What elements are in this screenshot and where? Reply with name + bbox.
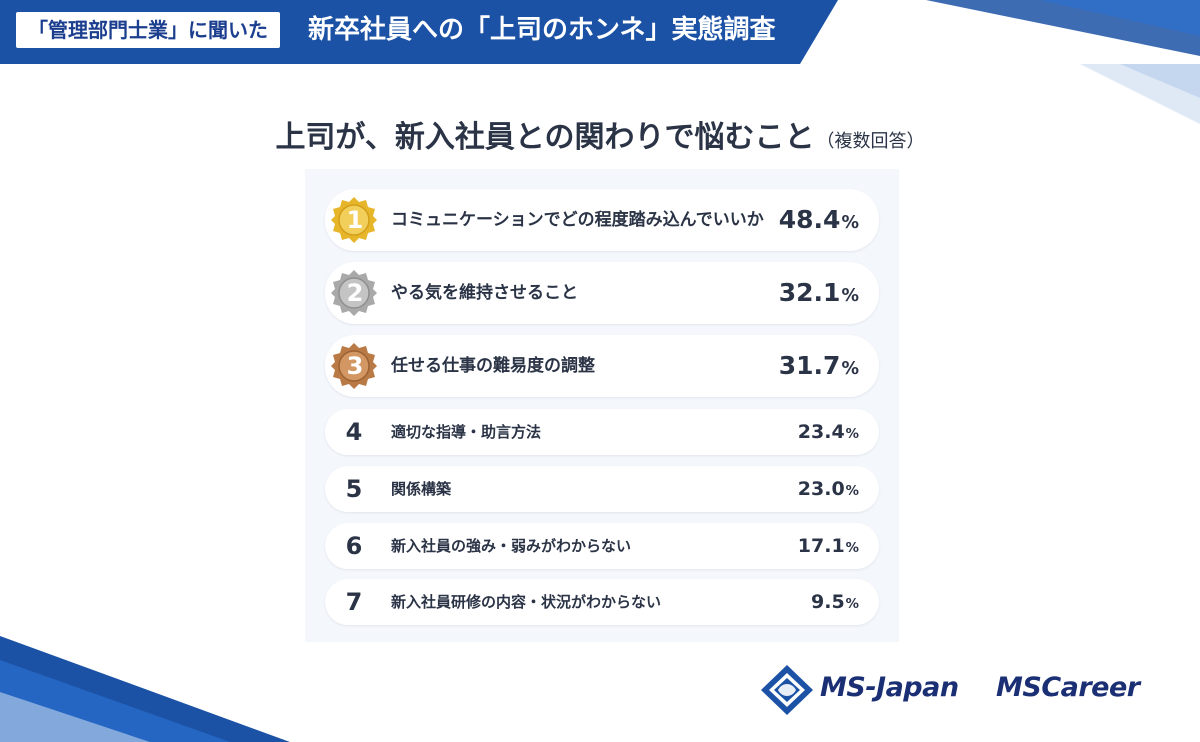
item-value: 32.1% <box>779 262 859 324</box>
item-label: 任せる仕事の難易度の調整 <box>391 356 595 376</box>
header-tag: 「管理部門士業」に聞いた <box>16 12 280 48</box>
value-number: 9.5 <box>811 591 845 613</box>
value-unit: % <box>845 484 859 499</box>
item-value: 23.0% <box>798 466 859 512</box>
value-number: 31.7 <box>778 351 841 380</box>
item-value: 23.4% <box>798 409 859 455</box>
ranking-row-4: 4 適切な指導・助言方法 23.4% <box>325 409 879 455</box>
rank-number: 6 <box>345 532 363 560</box>
rank-number: 3 <box>346 352 364 380</box>
item-label: やる気を維持させること <box>391 283 578 303</box>
value-number: 48.4 <box>778 205 841 234</box>
gold-medal-icon <box>331 197 377 243</box>
item-value: 48.4% <box>779 189 859 251</box>
item-label: 新入社員の強み・弱みがわからない <box>391 537 632 555</box>
value-number: 23.0 <box>797 478 845 500</box>
value-number: 32.1 <box>778 278 841 307</box>
ms-japan-logo: MS-Japan <box>760 664 980 716</box>
ranking-row-3: 3 任せる仕事の難易度の調整 31.7% <box>325 335 879 397</box>
rank-number: 5 <box>345 475 363 503</box>
bottom-left-decoration <box>0 636 290 742</box>
top-right-decoration <box>1080 64 1200 124</box>
item-label: 新入社員研修の内容・状況がわからない <box>391 593 662 611</box>
ms-japan-wordmark: MS-Japan <box>820 672 959 703</box>
ms-career-logo: MSCareer <box>996 672 1140 703</box>
value-unit: % <box>841 213 859 233</box>
ranking-row-5: 5 関係構築 23.0% <box>325 466 879 512</box>
ranking-row-6: 6 新入社員の強み・弱みがわからない 17.1% <box>325 523 879 569</box>
value-unit: % <box>845 597 859 612</box>
item-value: 17.1% <box>798 523 859 569</box>
item-value: 31.7% <box>779 335 859 397</box>
title-main: 上司が、新入社員との関わりで悩むこと <box>275 120 815 155</box>
value-unit: % <box>841 286 859 306</box>
title-note: （複数回答） <box>816 131 925 152</box>
ms-japan-diamond-icon <box>761 665 813 715</box>
item-label: コミュニケーションでどの程度踏み込んでいいか <box>391 210 764 230</box>
rank-number: 2 <box>346 279 364 307</box>
ranking-panel: 1 コミュニケーションでどの程度踏み込んでいいか 48.4% 2 やる気を維持さ… <box>305 169 899 642</box>
rank-number: 7 <box>345 588 363 616</box>
header-title: 新卒社員への「上司のホンネ」実態調査 <box>308 15 776 45</box>
value-unit: % <box>845 427 859 442</box>
rank-number: 1 <box>346 206 364 234</box>
rank-number: 4 <box>345 418 363 446</box>
page-title: 上司が、新入社員との関わりで悩むこと （複数回答） <box>0 112 1200 156</box>
value-number: 23.4 <box>797 421 845 443</box>
ranking-row-2: 2 やる気を維持させること 32.1% <box>325 262 879 324</box>
value-number: 17.1 <box>797 535 845 557</box>
ranking-row-1: 1 コミュニケーションでどの程度踏み込んでいいか 48.4% <box>325 189 879 251</box>
ranking-row-7: 7 新入社員研修の内容・状況がわからない 9.5% <box>325 579 879 625</box>
header-band: 「管理部門士業」に聞いた 新卒社員への「上司のホンネ」実態調査 <box>0 0 1200 64</box>
item-label: 適切な指導・助言方法 <box>391 423 542 441</box>
item-label: 関係構築 <box>391 480 452 498</box>
item-value: 9.5% <box>811 579 859 625</box>
silver-medal-icon <box>331 270 377 316</box>
bronze-medal-icon <box>331 343 377 389</box>
value-unit: % <box>845 541 859 556</box>
value-unit: % <box>841 359 859 379</box>
